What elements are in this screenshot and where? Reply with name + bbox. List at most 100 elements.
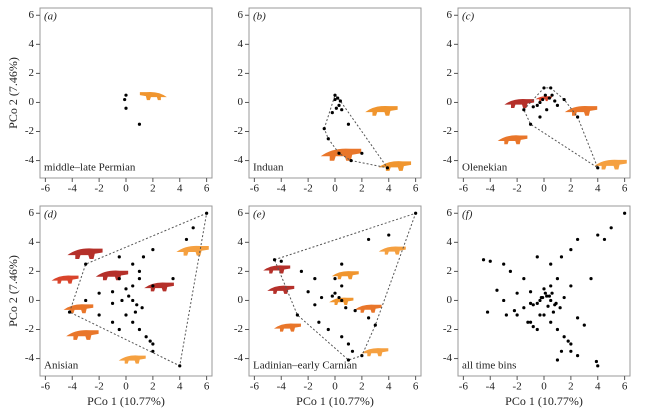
point — [110, 301, 115, 305]
point — [546, 304, 550, 308]
x-tick-label: 2 — [568, 381, 574, 393]
point — [67, 310, 72, 314]
y-tick-label: 2 — [29, 67, 35, 79]
x-tick-label: 0 — [541, 381, 547, 393]
point — [545, 294, 549, 298]
y-tick-label: 2 — [447, 67, 453, 79]
point — [609, 226, 613, 230]
x-tick-label: -4 — [68, 183, 78, 195]
panel-label: (d) — [44, 209, 57, 221]
point — [117, 255, 121, 259]
x-tick-label: 4 — [386, 183, 392, 195]
x-tick-label: 2 — [568, 183, 574, 195]
point — [555, 103, 560, 107]
point — [549, 298, 553, 303]
y-tick-label: -4 — [25, 154, 35, 166]
panel-label: (c) — [462, 11, 475, 23]
x-tick-label: 0 — [123, 381, 129, 393]
silhouette — [378, 246, 406, 255]
point — [137, 277, 142, 281]
point — [340, 108, 344, 112]
x-tick-label: -2 — [304, 381, 313, 393]
point — [535, 301, 539, 305]
point — [538, 313, 542, 317]
x-tick-label: 6 — [622, 183, 628, 195]
point — [575, 316, 580, 320]
point — [504, 313, 508, 317]
point — [110, 320, 115, 324]
silhouette — [365, 105, 398, 116]
silhouette — [51, 275, 79, 284]
y-tick-label: 6 — [447, 9, 453, 21]
point — [543, 291, 547, 295]
point — [346, 358, 351, 362]
point — [295, 313, 299, 317]
y-tick-label: 4 — [447, 236, 453, 248]
point — [137, 327, 142, 332]
period-label: Olenekian — [462, 162, 508, 174]
point — [306, 290, 310, 294]
y-tick-label: 6 — [29, 207, 35, 219]
panel-frame — [457, 7, 631, 179]
silhouette — [378, 161, 412, 171]
point — [538, 100, 542, 105]
point — [502, 298, 506, 303]
point — [140, 306, 144, 310]
point — [485, 310, 490, 314]
point — [326, 327, 330, 332]
point — [340, 284, 344, 288]
silhouette — [354, 304, 382, 313]
point — [279, 259, 283, 263]
point — [84, 262, 88, 266]
silhouette — [176, 245, 209, 256]
point — [334, 106, 338, 110]
y-tick-label: -2 — [25, 323, 34, 335]
silhouette — [504, 98, 535, 108]
point — [131, 298, 135, 303]
silhouette — [497, 135, 528, 145]
y-tick-label: -2 — [25, 125, 34, 137]
y-tick-label: 4 — [29, 236, 35, 248]
point — [522, 277, 526, 281]
period-label: Anisian — [44, 360, 79, 372]
point — [350, 349, 355, 353]
point — [549, 320, 553, 324]
x-tick-label: 0 — [123, 183, 129, 195]
point — [549, 262, 553, 266]
x-tick-label: 4 — [177, 381, 183, 393]
point — [205, 211, 209, 215]
silhouette — [144, 282, 174, 292]
point — [120, 298, 124, 303]
x-tick-label: 2 — [150, 381, 156, 393]
point — [528, 290, 533, 294]
x-tick-label: 0 — [332, 381, 338, 393]
panel-label: (b) — [253, 11, 266, 23]
point — [84, 298, 88, 303]
point — [151, 247, 155, 252]
y-tick-label: 0 — [29, 96, 35, 108]
period-label: Induan — [253, 162, 284, 174]
point — [526, 320, 530, 324]
y-axis-label: PCo 2 (7.46%) — [6, 57, 20, 129]
x-tick-label: -4 — [68, 381, 78, 393]
x-tick-label: -6 — [459, 381, 469, 393]
panel: -6 -4 -2 0 2 4 6 -4 -2 0 2 4 6 (c) Olenekian — [443, 7, 631, 195]
point — [555, 358, 560, 362]
x-tick-label: 0 — [332, 183, 338, 195]
point — [547, 96, 551, 100]
point — [602, 237, 607, 242]
point — [531, 303, 535, 307]
y-tick-label: 2 — [447, 265, 453, 277]
point — [531, 105, 535, 109]
x-tick-label: 4 — [386, 381, 392, 393]
panel: -6 -4 -2 0 2 4 6 -4 -2 0 2 4 6 (b) Induan — [234, 7, 422, 195]
x-tick-label: 2 — [359, 183, 365, 195]
point — [326, 137, 330, 141]
point — [414, 211, 418, 215]
period-label: middle–late Permian — [44, 162, 136, 174]
x-tick-label: 6 — [204, 183, 210, 195]
y-tick-label: 2 — [29, 265, 35, 277]
y-tick-label: 6 — [447, 207, 453, 219]
x-tick-label: 4 — [595, 183, 601, 195]
